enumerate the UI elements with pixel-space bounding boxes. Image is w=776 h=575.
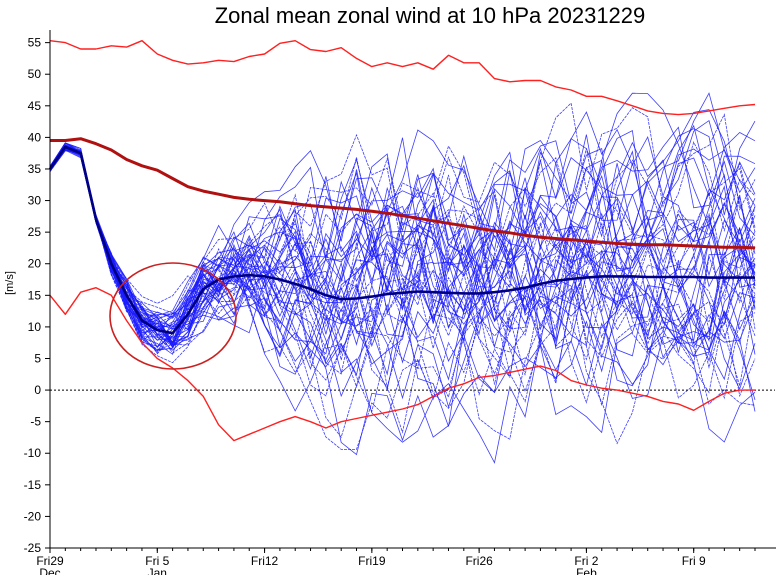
series-layer [48, 40, 756, 442]
y-tick-label: -20 [24, 509, 42, 523]
ensemble-member-line [49, 146, 756, 439]
ensemble-member-line [49, 102, 756, 344]
x-tick-sublabel: Feb [576, 566, 597, 575]
y-tick-label: 30 [28, 194, 42, 208]
ensemble-member-line [49, 133, 756, 304]
y-tick-label: 45 [28, 99, 42, 113]
x-tick-label: Fri 9 [682, 554, 706, 568]
ensemble-member-line [49, 149, 756, 450]
x-tick-label: Fri 2 [574, 554, 598, 568]
x-tick-sublabel: Jan [148, 566, 167, 575]
ensemble-member-line [49, 146, 756, 464]
ensemble-member-line [49, 146, 756, 389]
climo-mean-line [50, 137, 756, 250]
x-tick-label: Fri 5 [145, 554, 169, 568]
y-tick-label: 25 [28, 225, 42, 239]
ensemble-member-line [49, 111, 756, 316]
y-tick-label: -25 [24, 541, 42, 555]
x-tick-label: Fri12 [251, 554, 279, 568]
ensemble-member-line [49, 144, 756, 345]
ensemble-member-line [49, 92, 756, 351]
y-tick-label: 0 [34, 383, 41, 397]
ensemble-member-line [49, 148, 756, 385]
y-tick-label: 35 [28, 162, 42, 176]
ensemble-member-line [49, 142, 756, 365]
x-tick-label: Fri29 [36, 554, 64, 568]
ensemble-member-line [49, 144, 756, 394]
ensemble-member-line [49, 150, 756, 363]
climo-max-line [49, 40, 756, 116]
ensemble-member-line [49, 134, 756, 343]
ensemble-member-line [49, 146, 756, 365]
ensemble-member-line [49, 146, 756, 348]
climo-min-line [49, 287, 755, 442]
y-tick-label: 15 [28, 288, 42, 302]
ensemble-members [49, 92, 756, 464]
y-tick-label: 40 [28, 130, 42, 144]
y-tick-label: -5 [30, 415, 41, 429]
y-tick-label: 55 [28, 36, 42, 50]
axes: 5550454035302520151050-5-10-15-20-25Fri2… [24, 30, 776, 575]
highlight-circle [109, 262, 237, 370]
y-tick-label: 5 [34, 351, 41, 365]
ensemble-member-line [49, 144, 756, 348]
ensemble-member-line [49, 126, 756, 342]
x-tick-sublabel: Dec [39, 566, 60, 575]
y-tick-label: -15 [24, 478, 42, 492]
y-tick-label: 50 [28, 67, 42, 81]
y-tick-label: 20 [28, 257, 42, 271]
x-tick-label: Fri19 [358, 554, 386, 568]
ensemble-mean-line [48, 145, 755, 335]
chart-title: Zonal mean zonal wind at 10 hPa 20231229 [215, 3, 646, 28]
y-tick-label: 10 [28, 320, 42, 334]
x-tick-label: Fri26 [465, 554, 493, 568]
y-tick-label: -10 [24, 446, 42, 460]
ensemble-member-line [49, 149, 756, 409]
y-axis-label: [m/s] [4, 271, 16, 295]
